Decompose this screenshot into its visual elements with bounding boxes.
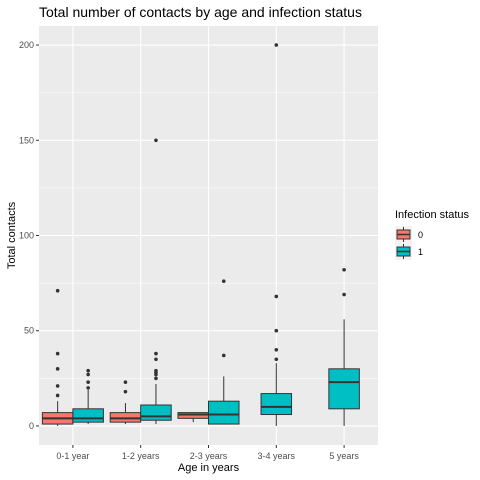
box-body xyxy=(72,408,104,423)
outlier-point xyxy=(86,380,90,384)
x-axis: 0-1 year 1-2 years 2-3 years 3-4 years 5 yea… xyxy=(56,445,359,461)
outlier-point xyxy=(342,292,346,297)
box-5 years-status-1 xyxy=(328,267,360,426)
legend-title: Infection status xyxy=(395,209,469,221)
box-0-1 year-status-1 xyxy=(72,368,104,425)
box-1-2 years-status-1 xyxy=(140,138,172,425)
outlier-point xyxy=(274,294,279,299)
y-tick-label: 50 xyxy=(24,326,34,336)
legend-label: 0 xyxy=(418,230,423,240)
x-tick-label: 1-2 years xyxy=(122,451,160,461)
outlier-point xyxy=(274,43,279,47)
outlier-point xyxy=(154,351,158,356)
legend-item-1: 1 xyxy=(395,243,423,260)
outlier-point xyxy=(123,389,128,394)
outlier-point xyxy=(123,380,128,384)
outlier-point xyxy=(55,367,60,371)
outlier-point xyxy=(274,328,279,333)
box-series xyxy=(41,43,360,426)
box-body xyxy=(140,404,172,421)
outlier-point xyxy=(274,357,279,362)
legend-item-0: 0 xyxy=(395,226,423,243)
grid-major xyxy=(39,26,378,445)
outlier-point xyxy=(86,386,90,390)
x-axis-title: Age in years xyxy=(178,462,240,474)
x-tick-label: 5 years xyxy=(329,451,359,461)
outlier-point xyxy=(221,279,226,284)
chart-title: Total number of contacts by age and infe… xyxy=(39,4,362,20)
outlier-point xyxy=(55,351,60,356)
y-axis-title: Total contacts xyxy=(6,201,18,269)
box-body xyxy=(260,393,293,416)
x-tick-label: 0-1 year xyxy=(56,451,89,461)
box-0-1 year-status-0 xyxy=(41,288,74,426)
outlier-point xyxy=(154,138,158,143)
y-tick-label: 200 xyxy=(19,40,34,50)
legend: Infection status 0 1 xyxy=(395,209,469,260)
box-body xyxy=(328,368,360,410)
outlier-point xyxy=(86,372,90,377)
outlier-point xyxy=(55,384,60,388)
outlier-point xyxy=(86,368,90,373)
legend-label: 1 xyxy=(418,247,423,257)
y-axis: 0 50 100 150 200 xyxy=(19,40,39,431)
x-tick-label: 3-4 years xyxy=(258,451,296,461)
outlier-point xyxy=(154,376,158,381)
x-tick-label: 2-3 years xyxy=(190,451,228,461)
outlier-point xyxy=(154,372,158,377)
box-3-4 years-status-1 xyxy=(260,43,293,426)
outlier-point xyxy=(221,353,226,358)
outlier-point xyxy=(342,267,346,272)
box-body xyxy=(208,400,240,425)
box-2-3 years-status-1 xyxy=(208,279,240,425)
y-tick-label: 0 xyxy=(29,421,34,431)
y-tick-label: 100 xyxy=(19,231,34,241)
y-tick-label: 150 xyxy=(19,135,34,145)
outlier-point xyxy=(154,357,158,362)
outlier-point xyxy=(274,347,279,352)
outlier-point xyxy=(55,288,60,293)
outlier-point xyxy=(55,393,60,398)
